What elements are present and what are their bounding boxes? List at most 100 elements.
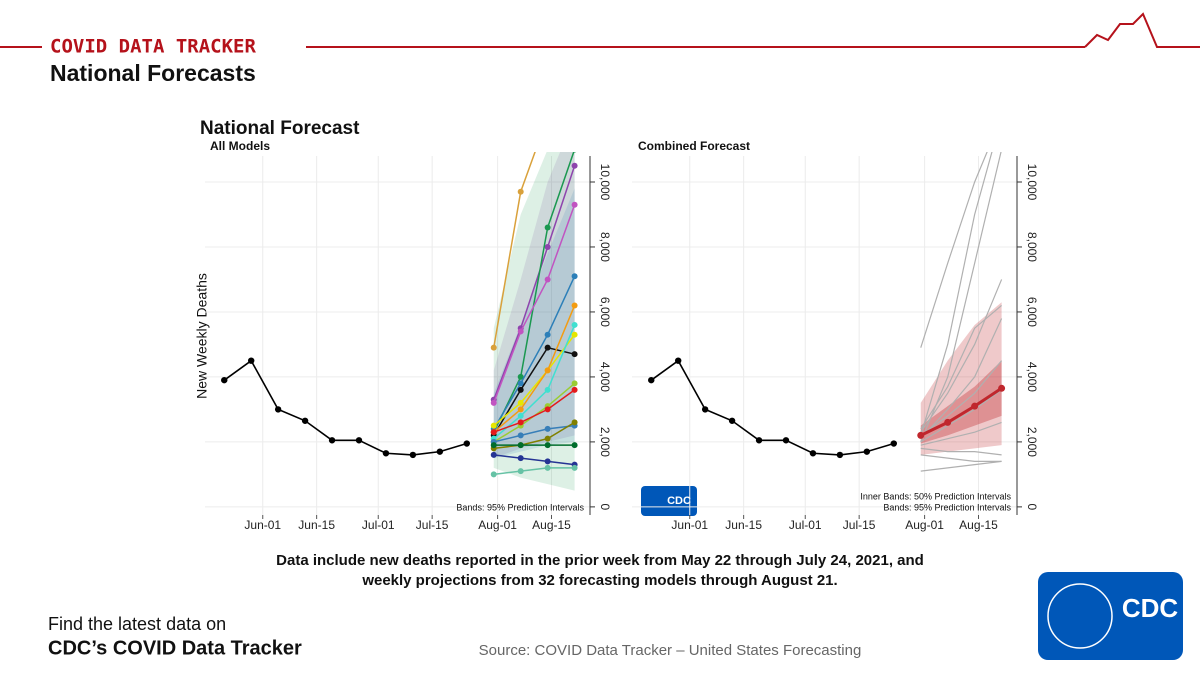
y-tick-label: 6,000	[598, 297, 612, 327]
hhs-seal	[1047, 583, 1113, 649]
point	[572, 152, 577, 153]
point	[463, 440, 470, 447]
point	[517, 328, 524, 335]
point	[572, 49, 578, 55]
x-tick-label: Jun-15	[725, 518, 762, 532]
point	[517, 373, 524, 380]
series-line	[493, 389, 576, 433]
x-tick-label: Aug-01	[905, 518, 944, 532]
point	[571, 380, 578, 387]
x-tick-label: Jul-01	[789, 518, 822, 532]
series-line	[920, 454, 1002, 462]
y-tick-label: 4,000	[1025, 362, 1039, 392]
chart-subtitle: All Models	[210, 139, 270, 153]
point	[544, 344, 551, 351]
page-title: National Forecasts	[50, 60, 256, 86]
point	[890, 440, 897, 447]
band-note: Bands: 95% Prediction Intervals	[456, 502, 584, 512]
point	[490, 429, 497, 436]
point	[648, 376, 655, 384]
caption: Data include new deaths reported in the …	[276, 552, 924, 569]
point	[809, 450, 817, 457]
series-line	[650, 359, 895, 456]
point	[544, 435, 551, 442]
point	[917, 431, 925, 439]
plot	[632, 152, 1017, 515]
brand: COVID DATA TRACKER	[50, 36, 256, 58]
point	[544, 386, 551, 393]
point	[436, 448, 444, 455]
series-line	[920, 460, 1002, 472]
chart-title: National Forecast	[200, 118, 360, 139]
y-tick-label: 0	[1025, 504, 1039, 511]
x-tick-label: Jun-01	[671, 518, 708, 532]
series-line	[920, 152, 993, 436]
point	[571, 273, 578, 280]
point	[517, 386, 524, 393]
point	[517, 406, 524, 413]
series-line	[493, 424, 575, 443]
series-line	[493, 152, 575, 433]
series-line	[920, 318, 1003, 440]
series-line	[920, 447, 1002, 456]
point	[571, 162, 578, 169]
series-line	[493, 305, 576, 433]
point	[221, 376, 228, 384]
point	[571, 302, 578, 309]
point	[755, 437, 763, 444]
series-line	[920, 279, 1003, 433]
point	[571, 386, 578, 393]
x-tick-label: Jun-15	[298, 518, 335, 532]
x-tick-label: Aug-15	[532, 518, 571, 532]
cdc-logo-text: CDC	[1122, 593, 1179, 623]
point	[544, 425, 551, 432]
point	[836, 451, 844, 459]
series-line	[493, 421, 575, 450]
point	[571, 201, 578, 208]
point	[571, 419, 578, 426]
point	[490, 344, 497, 351]
series-line	[493, 467, 575, 476]
source: Source: COVID Data Tracker – United Stat…	[479, 642, 862, 659]
series-line	[920, 304, 1002, 430]
series-line	[493, 454, 575, 466]
y-tick-label: 4,000	[598, 362, 612, 392]
cdc-logo	[1038, 572, 1183, 660]
caption: weekly projections from 32 forecasting m…	[361, 572, 837, 589]
point	[517, 442, 524, 449]
point	[544, 367, 551, 374]
point	[545, 114, 551, 120]
footer-link: CDC’s COVID Data Tracker	[48, 637, 302, 659]
header-spark	[1084, 12, 1200, 48]
point	[544, 406, 551, 413]
point	[701, 406, 709, 413]
point	[571, 351, 578, 358]
point	[274, 406, 282, 413]
series-line	[920, 387, 1003, 437]
series-line	[493, 275, 576, 430]
y-axis-label: New Weekly Deaths	[194, 273, 210, 399]
series-line	[493, 346, 575, 436]
point	[571, 321, 578, 328]
series-line	[493, 334, 576, 427]
band-note: Inner Bands: 50% Prediction Intervals	[860, 491, 1011, 501]
series-line	[493, 165, 576, 400]
point	[517, 455, 524, 462]
x-tick-label: Aug-15	[959, 518, 998, 532]
point	[971, 402, 979, 410]
point	[728, 417, 736, 424]
x-tick-label: Jun-01	[244, 518, 281, 532]
x-tick-label: Jul-01	[362, 518, 395, 532]
y-tick-label: 8,000	[1025, 232, 1039, 262]
point	[409, 451, 417, 459]
point	[382, 450, 390, 457]
y-tick-label: 6,000	[1025, 297, 1039, 327]
series-line	[493, 204, 576, 404]
point	[301, 417, 309, 424]
series-line	[920, 421, 1002, 446]
point	[248, 357, 255, 364]
series-line	[920, 152, 1002, 443]
series-line	[493, 152, 536, 348]
